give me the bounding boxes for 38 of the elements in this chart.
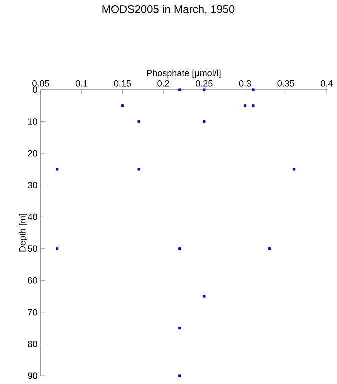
x-tick-label: 0.15	[114, 80, 132, 87]
point	[138, 120, 140, 124]
y-tick-label: 20	[28, 150, 38, 157]
y-tick-label: 50	[28, 246, 38, 252]
point	[293, 168, 296, 171]
y-tick-label: 90	[28, 372, 38, 380]
y-tick-label: 0	[33, 86, 38, 94]
point	[138, 168, 140, 171]
point	[178, 88, 182, 92]
point	[203, 120, 206, 124]
x-tick-label: 0.05	[32, 80, 50, 87]
y-tick-label: 70	[28, 309, 38, 316]
point	[56, 248, 59, 250]
y-axis-title: Depth [m]	[19, 214, 28, 252]
x-tick-label: 0.1	[76, 80, 88, 87]
point	[252, 104, 255, 108]
x-tick-label: 0.25	[196, 80, 213, 87]
chart-title: MODS2005 in March, 1950	[102, 5, 235, 15]
point	[203, 88, 206, 92]
x-tick-label: 0.2	[158, 80, 170, 87]
point	[178, 374, 182, 378]
x-tick-label: 0.3	[239, 80, 252, 87]
y-tick-label: 30	[28, 182, 38, 189]
point	[268, 248, 272, 250]
point	[56, 168, 59, 171]
y-tick-label: 60	[28, 277, 38, 284]
point	[252, 88, 255, 92]
point	[203, 295, 206, 298]
point	[178, 327, 182, 330]
point	[244, 104, 247, 108]
x-tick-label: 0.4	[321, 80, 333, 87]
point	[178, 248, 182, 250]
y-tick-label: 40	[28, 214, 38, 220]
y-tick-label: 10	[28, 118, 38, 125]
x-tick-label: 0.35	[278, 80, 295, 87]
x-axis-title: Phosphate [µmol/l]	[147, 70, 221, 78]
point	[121, 104, 124, 108]
y-tick-label: 80	[28, 341, 38, 348]
